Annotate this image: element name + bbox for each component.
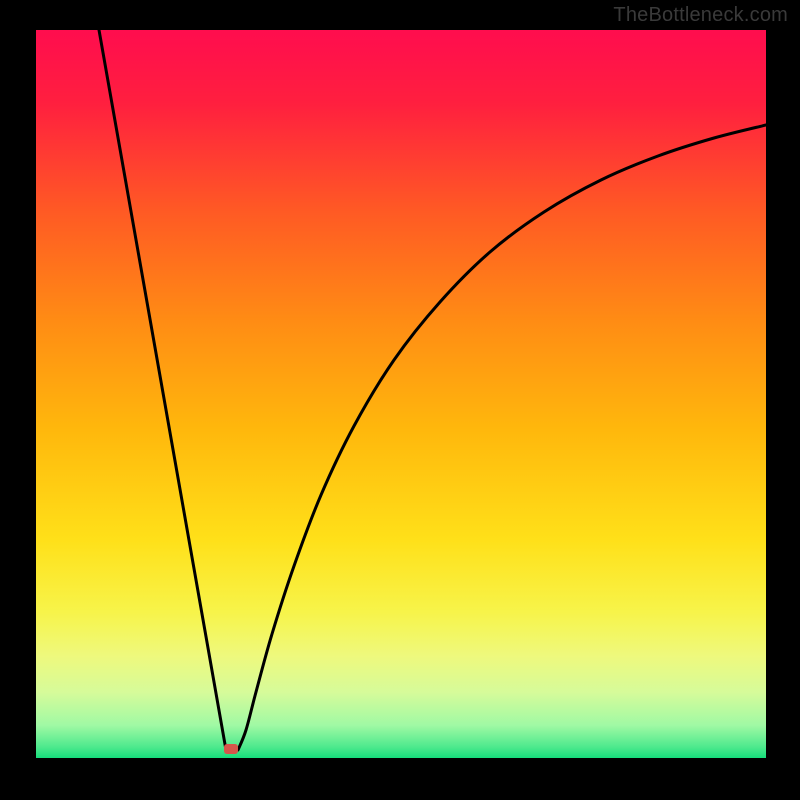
figure-container: TheBottleneck.com (0, 0, 800, 800)
curve-right-branch (238, 125, 766, 750)
plot-area (36, 30, 766, 758)
minimum-marker (224, 744, 238, 754)
watermark-text: TheBottleneck.com (613, 4, 788, 27)
curve-layer (36, 30, 766, 758)
curve-left-branch (99, 30, 226, 750)
